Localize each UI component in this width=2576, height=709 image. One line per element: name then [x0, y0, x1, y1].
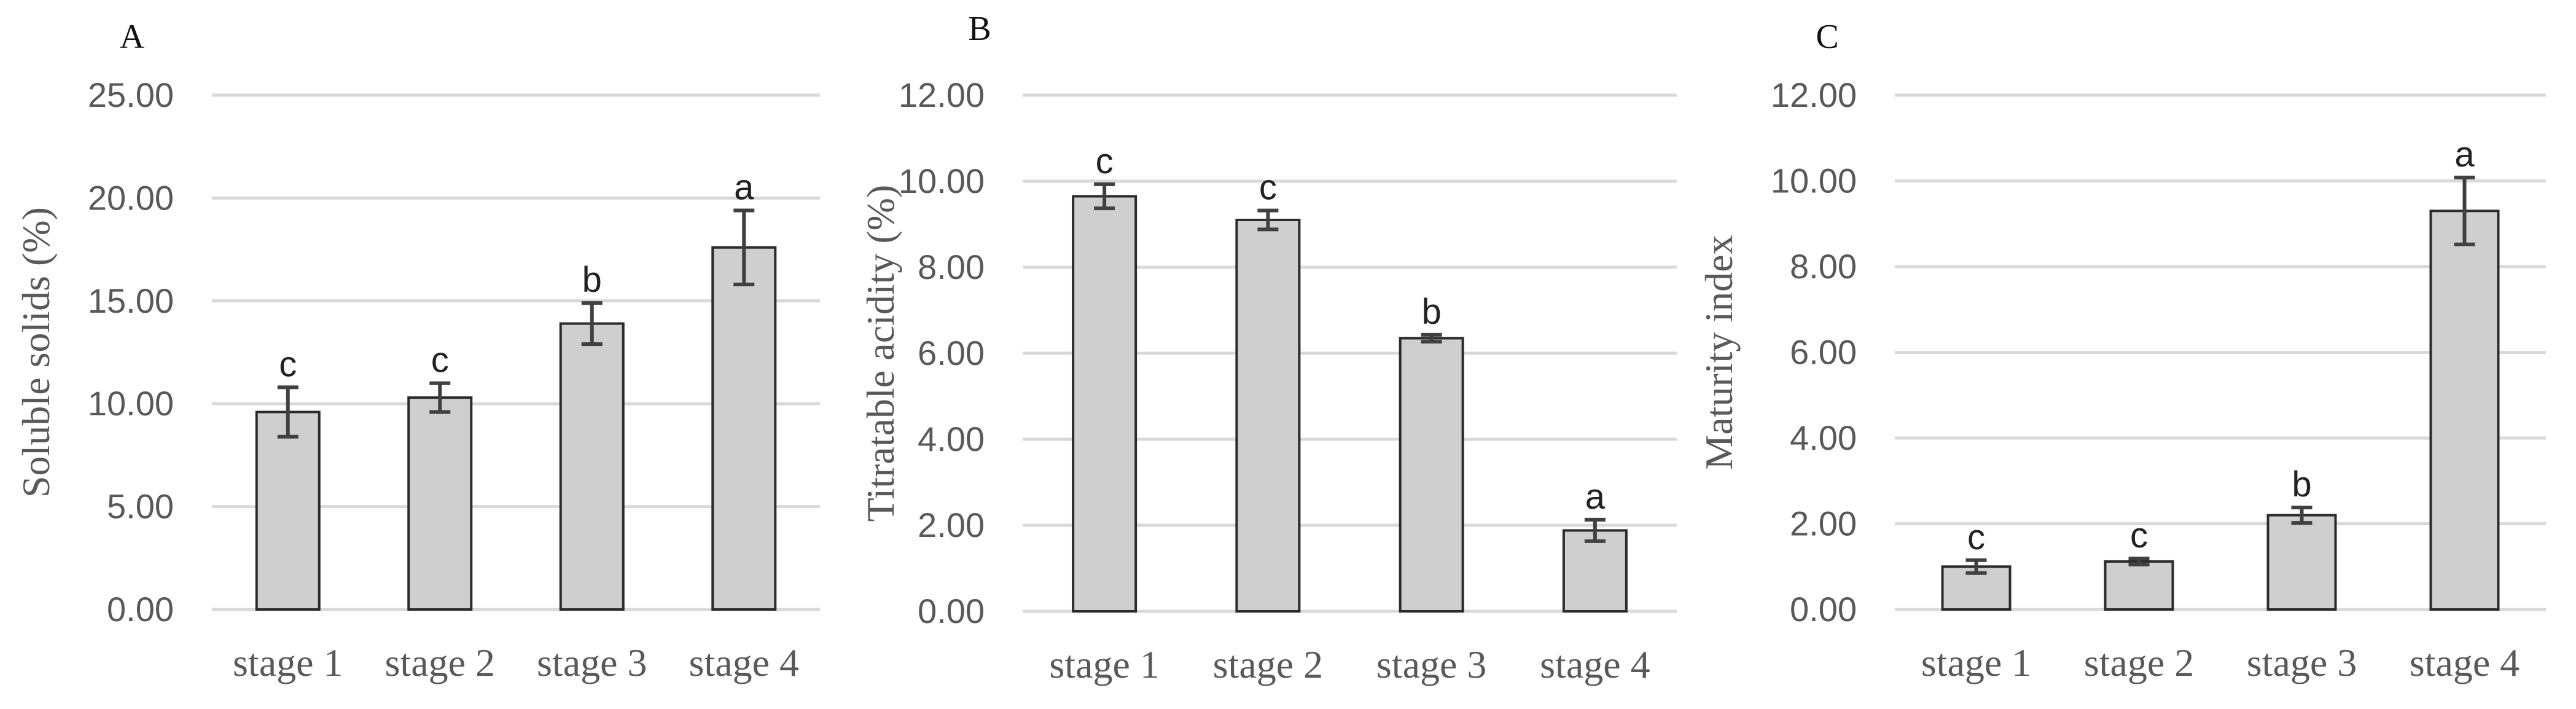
significance-label: b [582, 260, 602, 300]
error-bar [733, 208, 755, 287]
y-tick-label: 10.00 [899, 162, 985, 200]
bar-stage-2 [1235, 219, 1301, 613]
y-tick-label: 4.00 [1790, 418, 1857, 457]
error-bar [429, 381, 451, 414]
bar-stage-1 [1072, 195, 1138, 613]
x-tick-label: stage 4 [1540, 643, 1650, 686]
significance-label: a [2454, 135, 2475, 174]
bar-stage-3 [2266, 514, 2337, 611]
significance-label: a [734, 167, 754, 207]
y-tick-label: 2.00 [1790, 504, 1857, 543]
y-tick-label: 8.00 [1790, 247, 1857, 286]
y-axis-label: Soluble solids (%) [14, 207, 58, 498]
significance-label: c [1967, 517, 1985, 557]
error-bar [2128, 556, 2150, 566]
chart-panel-c: C 0.00 2.00 4.00 6.00 8.00 10.00 12.00 Maturity … [1697, 18, 2546, 684]
y-tick-label: 15.00 [88, 281, 174, 320]
panel-letter: B [968, 10, 991, 48]
y-tick-label: 2.00 [918, 506, 985, 544]
x-tick-label: stage 3 [2247, 641, 2357, 684]
y-tick-label: 6.00 [918, 334, 985, 372]
bar-stage-3 [559, 322, 625, 611]
y-tick-label: 0.00 [918, 592, 985, 630]
y-tick-label: 10.00 [1771, 162, 1857, 200]
x-tick-label: stage 4 [2410, 641, 2520, 684]
bar-stage-4 [2429, 210, 2500, 611]
y-tick-label: 0.00 [107, 590, 174, 629]
y-tick-label: 12.00 [1771, 76, 1857, 114]
significance-label: c [431, 340, 449, 380]
panel-letter: C [1816, 18, 1838, 56]
error-bar [1094, 182, 1115, 211]
bar-stage-2 [407, 396, 473, 611]
significance-label: c [279, 344, 297, 384]
y-tick-label: 5.00 [107, 487, 174, 526]
x-tick-label: stage 2 [385, 641, 496, 684]
x-tick-label: stage 2 [1213, 643, 1324, 686]
significance-label: b [1421, 292, 1441, 332]
significance-label: c [1259, 168, 1277, 208]
y-tick-label: 8.00 [918, 248, 985, 286]
significance-label: c [1096, 141, 1114, 181]
error-bar [1257, 208, 1279, 232]
error-bar [581, 301, 603, 347]
y-tick-label: 12.00 [899, 76, 985, 114]
error-bar [1965, 558, 1987, 575]
bar-stage-3 [1399, 337, 1464, 613]
y-axis-label: Titratable acidity (%) [859, 185, 902, 522]
y-tick-label: 6.00 [1790, 333, 1857, 372]
x-tick-label: stage 4 [689, 641, 800, 684]
y-tick-label: 10.00 [88, 384, 174, 423]
x-tick-label: stage 3 [1376, 643, 1487, 686]
panel-letter: A [120, 18, 145, 56]
chart-panel-a: A 0.00 5.00 10.00 15.00 20.00 25.00 Soluble sol… [14, 18, 820, 684]
chart-panel-b: B 0.00 2.00 4.00 6.00 8.00 10.00 12.00 Titratabl… [859, 10, 1677, 686]
bar-stage-1 [255, 410, 321, 611]
error-bar [2454, 175, 2475, 246]
y-tick-label: 0.00 [1790, 590, 1857, 629]
error-bar [277, 385, 299, 439]
error-bar [1584, 517, 1606, 543]
significance-label: a [1585, 477, 1606, 517]
x-tick-label: stage 1 [1049, 643, 1160, 686]
x-tick-label: stage 3 [537, 641, 647, 684]
y-tick-label: 4.00 [918, 420, 985, 458]
bar-stage-4 [711, 246, 777, 611]
y-tick-label: 25.00 [88, 76, 174, 114]
x-tick-label: stage 1 [233, 641, 343, 684]
error-bar [2291, 505, 2313, 525]
significance-label: b [2292, 464, 2311, 504]
x-tick-label: stage 2 [2084, 641, 2195, 684]
bar-stage-2 [2104, 560, 2174, 611]
y-axis-label: Maturity index [1697, 235, 1741, 469]
error-bar [1421, 332, 1442, 344]
x-tick-label: stage 1 [1921, 641, 2032, 684]
y-tick-label: 20.00 [88, 178, 174, 217]
significance-label: c [2130, 515, 2148, 555]
